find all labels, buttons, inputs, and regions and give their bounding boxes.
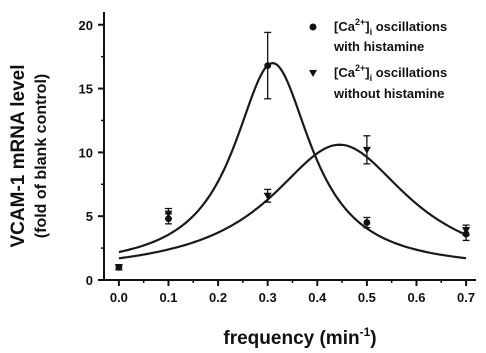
data-point-circle	[165, 215, 172, 223]
x-axis-title: frequency (min-1)	[223, 325, 376, 349]
fit-curves	[118, 61, 467, 260]
legend-marker-circle	[309, 23, 317, 31]
y-tick-label: 10	[79, 145, 93, 160]
legend-entry-2-line2: without histamine	[333, 86, 445, 101]
x-tick-label: 0.7	[457, 290, 475, 305]
legend-2-pre: [Ca	[334, 65, 356, 80]
x-ticks: 0.0 0.1 0.2 0.3 0.4 0.5 0.6 0.7	[110, 280, 475, 305]
legend: [Ca2+]i oscillations with histamine [Ca2…	[309, 17, 447, 101]
data-point-triangle	[362, 146, 371, 154]
x-axis-title-sup: -1	[360, 325, 371, 339]
y-tick-label: 5	[86, 209, 93, 224]
legend-2-sub: i	[370, 73, 373, 83]
y-tick-label: 15	[79, 82, 93, 97]
y-axis-subtitle: (fold of blank control)	[33, 74, 50, 238]
legend-2-post: oscillations	[372, 65, 447, 80]
fit-curve-series-1	[118, 61, 467, 260]
x-axis-title-close: )	[370, 328, 376, 349]
data-point-triangle	[164, 210, 173, 218]
data-point-triangle	[114, 264, 123, 272]
data-point-triangle	[263, 192, 272, 200]
legend-1-mid: ]	[365, 19, 369, 34]
legend-entry-2: [Ca2+]i oscillations	[334, 63, 447, 83]
data-point-triangle	[462, 227, 471, 235]
legend-marker-triangle	[309, 70, 317, 77]
x-tick-label: 0.1	[159, 290, 177, 305]
legend-1-pre: [Ca	[334, 19, 356, 34]
x-tick-label: 0.0	[110, 290, 128, 305]
y-tick-label: 0	[86, 273, 93, 288]
y-tick-label: 20	[79, 18, 93, 33]
legend-1-sub: i	[370, 27, 373, 37]
data-point-circle	[363, 219, 371, 226]
x-tick-label: 0.2	[209, 290, 227, 305]
x-axis-title-text: frequency (min	[223, 328, 359, 349]
legend-1-sup: 2+	[355, 17, 365, 27]
data-point-circle	[264, 62, 272, 69]
x-tick-label: 0.4	[308, 290, 327, 305]
legend-entry-1-line2: with histamine	[333, 39, 424, 54]
x-tick-label: 0.5	[358, 290, 376, 305]
plot-area: 0.0 0.1 0.2 0.3 0.4 0.5 0.6 0.7 0 5 10 15 20	[79, 12, 476, 305]
x-tick-label: 0.3	[259, 290, 277, 305]
data-markers	[114, 62, 471, 272]
legend-1-post: oscillations	[372, 19, 447, 34]
x-tick-label: 0.6	[407, 290, 425, 305]
legend-entry-1: [Ca2+]i oscillations	[334, 17, 447, 37]
fit-curve-series-2	[118, 143, 467, 260]
y-ticks: 0 5 10 15 20	[79, 18, 104, 288]
y-axis-title: VCAM-1 mRNA level	[8, 64, 29, 247]
legend-2-sup: 2+	[355, 63, 365, 73]
legend-2-mid: ]	[365, 65, 369, 80]
